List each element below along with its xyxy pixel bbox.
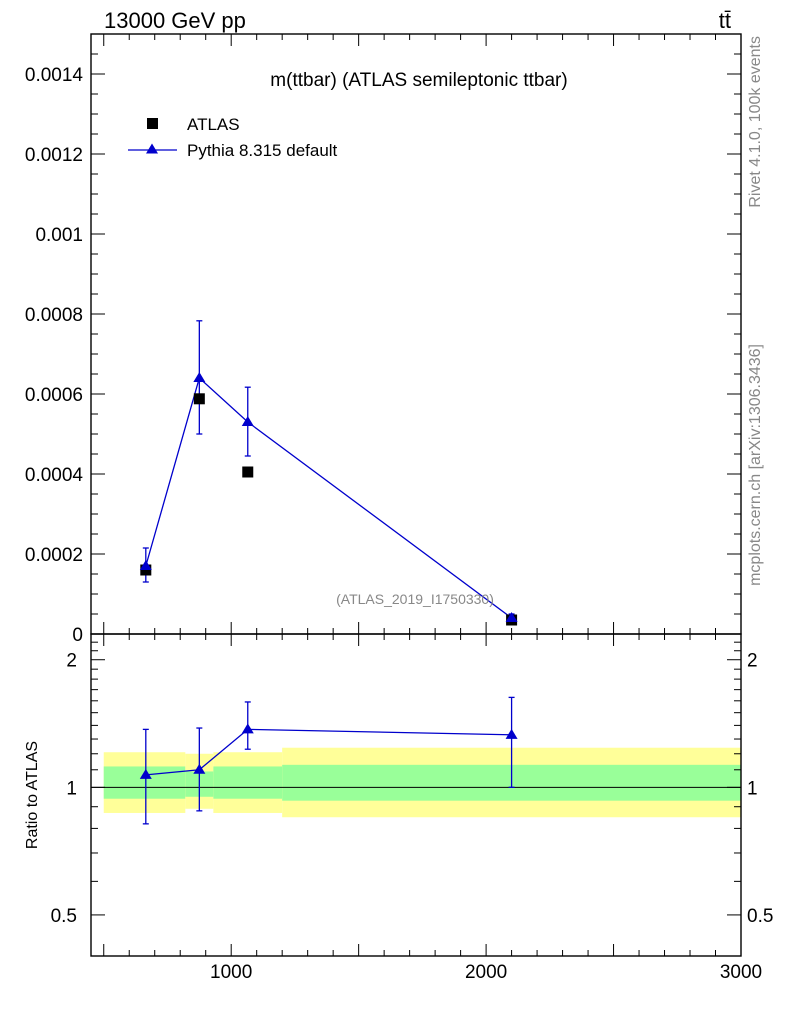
analysis-label: (ATLAS_2019_I1750330) — [336, 591, 494, 607]
ratio-ytick-label-right: 2 — [747, 651, 758, 672]
ratio-ytick-label-left: 0.5 — [51, 906, 77, 927]
plot-title: m(ttbar) (ATLAS semileptonic ttbar) — [270, 70, 567, 91]
ratio-data-point — [139, 768, 152, 779]
ratio-data-point — [505, 728, 518, 739]
ratio-panel-ticks: 0.5 0.5 1 1 2 2 1000 2000 3000 — [51, 634, 773, 983]
ratio-panel-data — [139, 696, 518, 825]
main-ytick-label: 0.001 — [35, 225, 83, 246]
ratio-data-point — [241, 723, 254, 734]
atlas-data-point — [242, 466, 254, 478]
ratio-ytick-label-left: 2 — [66, 651, 77, 672]
ratio-panel-bands — [91, 747, 741, 818]
pythia-data-point — [193, 372, 206, 382]
ratio-band-inner — [213, 766, 283, 799]
legend-pythia-marker — [146, 143, 158, 154]
ratio-ytick-label-left: 1 — [66, 778, 77, 799]
pythia-data-point — [505, 612, 518, 622]
ratio-ytick-label-right: 0.5 — [747, 906, 773, 927]
main-panel-ticks: 0 0.0002 0.0004 0.0006 0.0008 0.001 0.0012 0.00… — [25, 33, 742, 646]
ratio-xtick-label: 1000 — [210, 962, 252, 983]
legend-atlas-label: ATLAS — [187, 115, 240, 134]
main-ytick-label: 0.0004 — [25, 465, 84, 486]
mcplots-label: mcplots.cern.ch [arXiv:1306.3436] — [747, 344, 764, 586]
main-ytick-label: 0.0014 — [25, 65, 84, 86]
ratio-ylabel: Ratio to ATLAS — [24, 741, 41, 849]
pythia-series-line — [145, 376, 512, 619]
pythia-data-point — [139, 560, 152, 570]
legend: ATLAS Pythia 8.315 default — [128, 115, 338, 160]
header-right-label: tt̄ — [719, 8, 731, 33]
ratio-ytick-label-right: 1 — [747, 778, 758, 799]
header-left-label: 13000 GeV pp — [104, 8, 246, 33]
main-ytick-label: 0.0002 — [25, 545, 83, 566]
ratio-xtick-label: 2000 — [465, 962, 507, 983]
main-ytick-label: 0.0008 — [25, 305, 83, 326]
ratio-xtick-label: 3000 — [720, 962, 762, 983]
ratio-series-line — [145, 728, 512, 776]
main-ytick-label: 0.0012 — [25, 145, 83, 166]
legend-atlas-marker — [147, 118, 158, 129]
main-ytick-label: 0 — [72, 625, 83, 646]
pythia-data-point — [241, 416, 254, 426]
legend-pythia-label: Pythia 8.315 default — [187, 141, 338, 160]
atlas-data-point — [193, 393, 205, 405]
main-ytick-label: 0.0006 — [25, 385, 83, 406]
rivet-label: Rivet 4.1.0, 100k events — [747, 36, 764, 208]
main-panel-data — [139, 320, 518, 626]
ratio-panel-frame — [90, 633, 742, 957]
ratio-data-point — [193, 763, 206, 774]
